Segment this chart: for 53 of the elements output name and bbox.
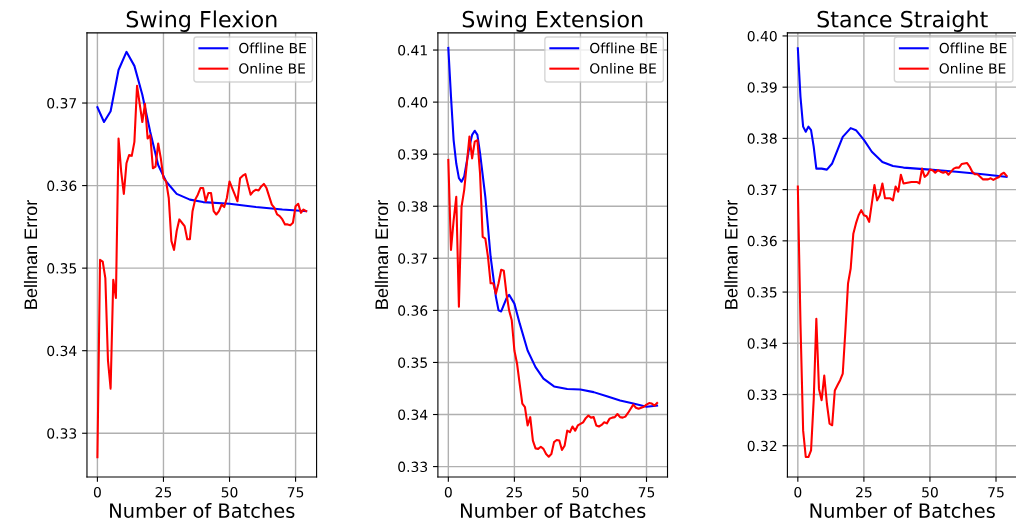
x-tick-label: 75 — [287, 487, 304, 498]
y-tick-label: 0.38 — [747, 133, 777, 144]
x-tick-label: 50 — [922, 486, 938, 498]
y-tick-label: 0.38 — [398, 201, 428, 212]
y-axis-title: Bellman Error — [23, 200, 38, 309]
y-tick-label: 0.36 — [747, 235, 777, 247]
y-tick-label: 0.32 — [747, 440, 777, 452]
x-tick-label: 0 — [444, 486, 452, 498]
y-tick-label: 0.37 — [747, 184, 777, 196]
x-tick-label: 75 — [988, 487, 1004, 498]
y-tick-label: 0.40 — [747, 30, 777, 42]
y-tick-label: 0.35 — [747, 287, 777, 298]
chart-title: Swing Flexion — [126, 10, 277, 32]
y-tick-label: 0.33 — [747, 389, 777, 400]
y-tick-label: 0.35 — [398, 357, 427, 368]
y-tick-label: 0.34 — [47, 345, 77, 357]
y-tick-label: 0.40 — [398, 97, 428, 108]
x-tick-label: 25 — [155, 486, 172, 498]
y-tick-label: 0.34 — [747, 338, 777, 349]
x-tick-label: 25 — [506, 486, 523, 498]
x-tick-label: 50 — [572, 486, 589, 498]
line-series — [796, 161, 1008, 459]
line-series — [96, 84, 308, 459]
y-axis-title: Bellman Error — [724, 200, 738, 309]
y-axis-title: Bellman Error — [374, 200, 389, 309]
x-tick-label: 0 — [794, 486, 802, 498]
y-tick-label: 0.39 — [398, 149, 428, 160]
x-axis-title: Number of Batches — [110, 502, 295, 518]
legend-label: Online BE — [239, 62, 305, 74]
chart-title: Stance Straight — [817, 10, 988, 32]
y-tick-label: 0.39 — [747, 82, 777, 93]
x-tick-label: 0 — [93, 486, 101, 498]
legend-label: Offline BE — [590, 42, 657, 54]
x-tick-label: 75 — [638, 487, 655, 498]
x-tick-label: 25 — [856, 486, 872, 498]
y-tick-label: 0.36 — [47, 180, 77, 192]
line-series — [447, 135, 659, 458]
x-tick-label: 50 — [221, 486, 238, 498]
y-tick-label: 0.41 — [398, 45, 427, 56]
x-axis-title: Number of Batches — [461, 502, 646, 518]
y-tick-label: 0.35 — [47, 263, 77, 274]
y-tick-label: 0.33 — [398, 461, 428, 473]
legend-label: Online BE — [590, 62, 656, 74]
legend-label: Online BE — [939, 62, 1006, 74]
x-axis-title: Number of Batches — [810, 502, 995, 518]
y-tick-label: 0.37 — [47, 98, 77, 109]
chart-title: Swing Extension — [462, 10, 643, 32]
y-tick-label: 0.36 — [398, 305, 428, 316]
legend-label: Offline BE — [239, 42, 306, 54]
y-tick-label: 0.37 — [398, 253, 427, 264]
y-tick-label: 0.33 — [47, 428, 77, 439]
y-tick-label: 0.34 — [398, 409, 428, 420]
legend-label: Offline BE — [939, 42, 1007, 54]
